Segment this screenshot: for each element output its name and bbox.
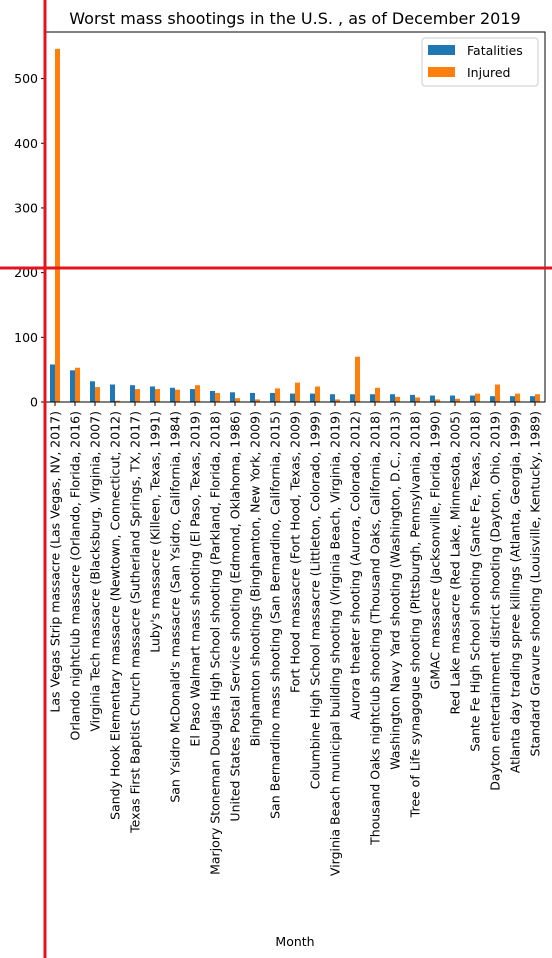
y-tick-label-0: 0 bbox=[30, 395, 38, 410]
bar-fatalities-16 bbox=[370, 394, 375, 402]
bar-fatalities-11 bbox=[270, 392, 275, 402]
x-tick-label-12: Fort Hood massacre (Fort Hood, Texas, 20… bbox=[288, 411, 303, 693]
bar-injured-3 bbox=[115, 400, 120, 402]
bar-injured-5 bbox=[155, 389, 160, 402]
y-tick-label-500: 500 bbox=[14, 71, 38, 86]
bar-injured-1 bbox=[75, 367, 80, 402]
x-axis: Las Vegas Strip massacre (Las Vegas, NV,… bbox=[48, 402, 543, 876]
x-tick-label-1: Orlando nightclub massacre (Orlando, Flo… bbox=[68, 411, 83, 740]
bar-fatalities-18 bbox=[410, 394, 415, 402]
x-tick-label-6: San Ysidro McDonald's massacre (San Ysid… bbox=[168, 411, 183, 803]
bar-fatalities-21 bbox=[470, 395, 475, 402]
bar-fatalities-17 bbox=[390, 394, 395, 402]
bar-injured-21 bbox=[475, 393, 480, 402]
bar-fatalities-6 bbox=[170, 387, 175, 402]
x-tick-label-4: Texas First Baptist Church massacre (Sut… bbox=[128, 411, 143, 834]
x-tick-label-18: Tree of Life synagogue shooting (Pittsbu… bbox=[408, 411, 423, 818]
x-tick-label-20: Red Lake massacre (Red Lake, Minnesota, … bbox=[448, 411, 463, 715]
bar-fatalities-22 bbox=[490, 396, 495, 402]
plot-frame bbox=[44, 31, 546, 403]
y-tick-label-400: 400 bbox=[14, 136, 38, 151]
bar-injured-16 bbox=[375, 387, 380, 402]
bar-injured-9 bbox=[235, 398, 240, 402]
x-tick-label-16: Thousand Oaks nightclub shooting (Thousa… bbox=[368, 411, 383, 846]
bar-fatalities-0 bbox=[50, 364, 55, 402]
bar-injured-22 bbox=[495, 384, 500, 402]
bar-injured-14 bbox=[335, 399, 340, 402]
x-tick-label-22: Dayton entertainment district shooting (… bbox=[488, 411, 503, 791]
bar-injured-20 bbox=[455, 398, 460, 402]
x-tick-label-11: San Bernardino mass shooting (San Bernar… bbox=[268, 411, 283, 819]
bar-fatalities-19 bbox=[430, 395, 435, 402]
bar-fatalities-5 bbox=[150, 386, 155, 402]
x-tick-label-13: Columbine High School massacre (Littleto… bbox=[308, 411, 323, 789]
bar-fatalities-7 bbox=[190, 389, 195, 402]
bar-fatalities-13 bbox=[310, 393, 315, 402]
legend: Fatalities Injured bbox=[421, 37, 539, 87]
bar-fatalities-24 bbox=[530, 396, 535, 402]
x-tick-label-9: United States Postal Service shooting (E… bbox=[228, 411, 243, 822]
bar-injured-0 bbox=[55, 48, 60, 402]
bar-fatalities-23 bbox=[510, 396, 515, 402]
bar-fatalities-2 bbox=[90, 381, 95, 402]
x-tick-label-0: Las Vegas Strip massacre (Las Vegas, NV,… bbox=[48, 411, 63, 713]
bar-fatalities-12 bbox=[290, 393, 295, 402]
bar-fatalities-10 bbox=[250, 392, 255, 402]
bar-injured-7 bbox=[195, 385, 200, 402]
bars-group bbox=[50, 48, 540, 402]
x-tick-label-24: Standard Gravure shooting (Louisville, K… bbox=[528, 411, 543, 756]
x-tick-label-7: El Paso Walmart mass shooting (El Paso, … bbox=[188, 411, 203, 747]
bar-injured-12 bbox=[295, 382, 300, 402]
x-tick-label-2: Virginia Tech massacre (Blacksburg, Virg… bbox=[88, 411, 103, 732]
x-tick-label-3: Sandy Hook Elementary massacre (Newtown,… bbox=[108, 411, 123, 820]
bar-injured-10 bbox=[255, 399, 260, 402]
bar-injured-6 bbox=[175, 389, 180, 402]
x-tick-label-14: Virginia Beach municipal building shooti… bbox=[328, 411, 343, 876]
y-tick-label-100: 100 bbox=[14, 330, 38, 345]
bar-fatalities-1 bbox=[70, 370, 75, 402]
bar-fatalities-4 bbox=[130, 385, 135, 402]
x-tick-label-15: Aurora theater shooting (Aurora, Colorad… bbox=[348, 411, 363, 720]
bar-injured-2 bbox=[95, 387, 100, 402]
x-tick-label-10: Binghamton shootings (Binghamton, New Yo… bbox=[248, 411, 263, 746]
bar-injured-19 bbox=[435, 399, 440, 402]
bar-fatalities-15 bbox=[350, 394, 355, 402]
x-tick-label-17: Washington Navy Yard shooting (Washingto… bbox=[388, 411, 403, 770]
bar-injured-24 bbox=[535, 394, 540, 402]
legend-swatch-fatalities bbox=[428, 45, 455, 55]
x-tick-label-8: Marjory Stoneman Douglas High School sho… bbox=[208, 411, 223, 875]
bar-injured-4 bbox=[135, 389, 140, 402]
bar-injured-17 bbox=[395, 396, 400, 402]
bar-fatalities-3 bbox=[110, 384, 115, 402]
bar-injured-11 bbox=[275, 388, 280, 402]
bar-injured-8 bbox=[215, 392, 220, 402]
bar-fatalities-14 bbox=[330, 394, 335, 402]
bar-injured-18 bbox=[415, 397, 420, 402]
chart-title: Worst mass shootings in the U.S. , as of… bbox=[69, 9, 520, 28]
x-tick-label-21: Sante Fe High School shooting (Sante Fe,… bbox=[468, 411, 483, 752]
bar-injured-13 bbox=[315, 386, 320, 402]
bar-injured-23 bbox=[515, 393, 520, 402]
bar-fatalities-9 bbox=[230, 392, 235, 402]
legend-label-fatalities: Fatalities bbox=[467, 43, 523, 58]
bar-fatalities-8 bbox=[210, 391, 215, 402]
bar-fatalities-20 bbox=[450, 395, 455, 402]
y-tick-label-300: 300 bbox=[14, 200, 38, 215]
x-tick-label-5: Luby's massacre (Killeen, Texas, 1991) bbox=[148, 411, 163, 653]
bar-injured-15 bbox=[355, 356, 360, 402]
x-tick-label-19: GMAC massacre (Jacksonville, Florida, 19… bbox=[428, 411, 443, 689]
x-axis-label: Month bbox=[275, 934, 314, 949]
x-tick-label-23: Atlanta day trading spree killings (Atla… bbox=[508, 411, 523, 773]
legend-label-injured: Injured bbox=[467, 65, 511, 80]
legend-swatch-injured bbox=[428, 67, 455, 77]
